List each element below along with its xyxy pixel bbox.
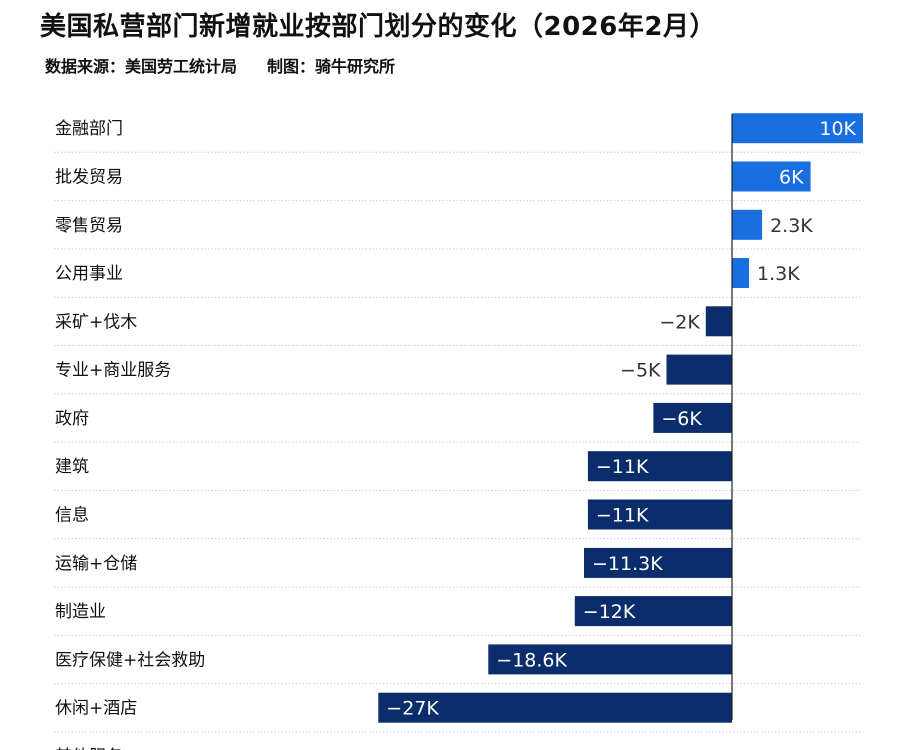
bar (705, 306, 732, 337)
category-label: 医疗保健+社会救助 (55, 650, 205, 670)
bar (732, 113, 863, 144)
category-label: 其他服务 (55, 747, 123, 750)
category-label: 建筑 (55, 457, 89, 477)
category-label: 专业+商业服务 (55, 361, 171, 381)
category-label: 金融部门 (55, 119, 123, 139)
bar (666, 354, 732, 385)
bar (653, 402, 732, 433)
value-label: −27K (386, 698, 439, 720)
bar (574, 596, 732, 627)
value-label: 2.3K (770, 215, 813, 237)
value-label: −2K (659, 311, 700, 333)
category-label: 采矿+伐木 (55, 312, 137, 332)
value-label: −5K (620, 360, 661, 382)
bar (587, 451, 732, 482)
bar (732, 161, 811, 192)
category-label: 公用事业 (55, 264, 123, 284)
value-label: −11K (596, 505, 649, 527)
category-label: 批发贸易 (55, 168, 123, 188)
category-label: 零售贸易 (55, 216, 123, 236)
category-label: 运输+仓储 (55, 554, 137, 574)
chart-title: 美国私营部门新增就业按部门划分的变化（2026年2月） (40, 12, 716, 42)
value-label: −18.6K (496, 649, 567, 671)
category-label: 信息 (55, 506, 89, 526)
value-label: −11K (596, 456, 649, 478)
value-label: 10K (819, 118, 856, 140)
bar (378, 692, 732, 723)
value-label: 6K (779, 167, 804, 189)
chart-subtitle: 数据来源：美国劳工统计局 制图：骑牛研究所 (45, 53, 395, 77)
bar (587, 499, 732, 530)
value-label: −6K (661, 408, 702, 430)
bar (732, 258, 749, 288)
category-label: 政府 (55, 409, 89, 429)
bar (732, 209, 763, 240)
value-label: −12K (583, 601, 636, 623)
source-note: 数据来源：美国劳工统计局 (45, 57, 238, 76)
category-label: 制造业 (55, 602, 106, 622)
category-label: 休闲+酒店 (55, 699, 137, 719)
bar (488, 644, 732, 675)
value-label: 1.3K (757, 263, 800, 285)
bar (584, 547, 732, 578)
credit-note: 制图：骑牛研究所 (267, 57, 396, 76)
value-label: −11.3K (592, 553, 663, 575)
